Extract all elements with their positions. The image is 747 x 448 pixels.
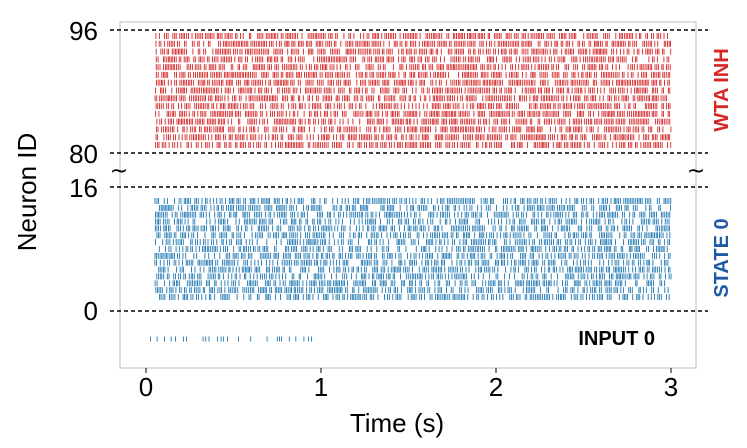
plot-frame bbox=[119, 21, 697, 369]
spike-raster bbox=[150, 33, 672, 342]
